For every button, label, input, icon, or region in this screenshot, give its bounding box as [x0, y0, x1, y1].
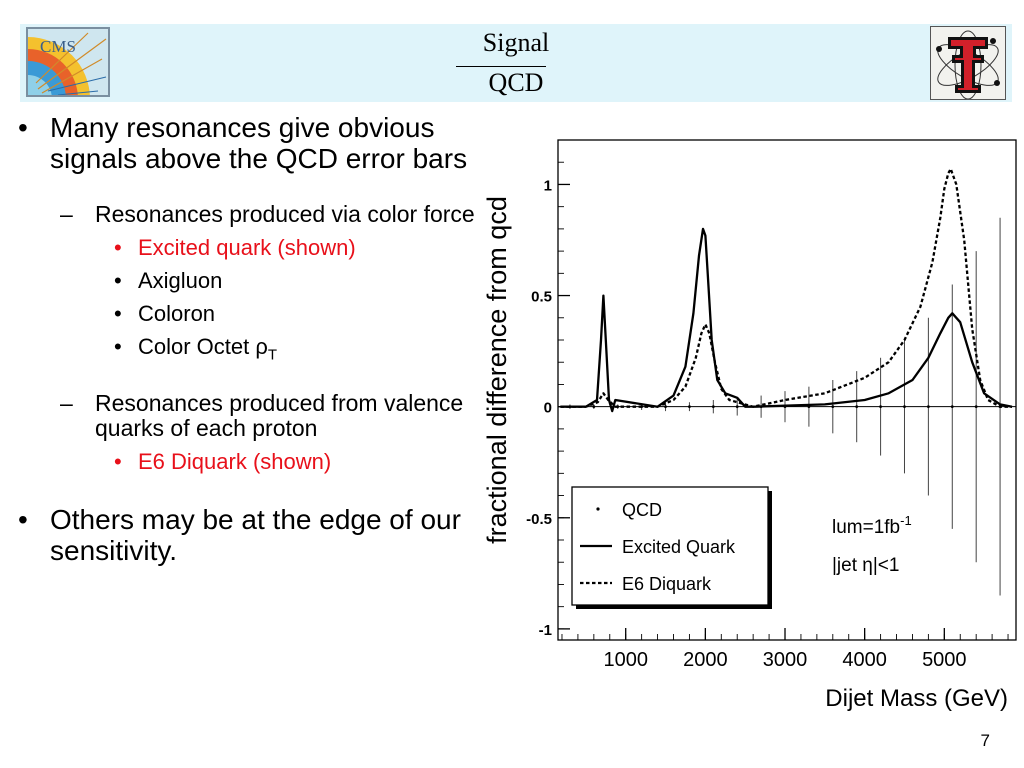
y-tick-label: -1 — [539, 622, 552, 639]
sub-sub-bullet-item: • Axigluon — [18, 264, 478, 297]
legend-label: E6 Diquark — [622, 574, 712, 594]
slide-title-denominator: QCD — [488, 68, 544, 97]
sub-bullet-text: Resonances produced from valence quarks … — [95, 390, 464, 442]
item-text: Excited quark (shown) — [138, 235, 356, 260]
x-tick-label: 5000 — [922, 649, 967, 671]
excited-quark-curve — [560, 227, 1013, 413]
plot-frame — [557, 139, 1017, 641]
dash-marker: – — [60, 201, 73, 227]
item-text: Axigluon — [138, 268, 223, 293]
y-tick-label: 0 — [544, 400, 552, 417]
x-tick-label: 3000 — [763, 649, 808, 671]
legend-qcd-marker — [596, 507, 600, 511]
fraction-bar — [456, 66, 546, 67]
x-tick-label: 4000 — [842, 649, 887, 671]
sub-sub-bullet-item: • Coloron — [18, 297, 478, 330]
eta-cut-annotation: |jet η|<1 — [832, 555, 899, 576]
item-subscript: T — [267, 346, 278, 364]
legend-label: Excited Quark — [622, 537, 736, 557]
bullet-dot: • — [114, 449, 122, 475]
x-tick-label: 2000 — [683, 649, 728, 671]
item-text: E6 Diquark (shown) — [138, 449, 332, 475]
x-axis-label: Dijet Mass (GeV) — [825, 685, 1008, 712]
luminosity-superscript: -1 — [900, 513, 912, 528]
y-tick-label: 1 — [544, 177, 552, 194]
luminosity-annotation: lum=1fb-1 — [832, 513, 912, 538]
fractional-difference-chart: -1 -0.5 0 0.5 1 1000 2000 3000 4000 5000 Dijet Mas… — [476, 112, 1024, 712]
y-tick-label: 0.5 — [531, 289, 552, 306]
sub-bullet-item: – Resonances produced from valence quark… — [18, 391, 478, 441]
bullet-dot: • — [18, 112, 28, 143]
sub-sub-bullet-item: • Excited quark (shown) — [18, 231, 478, 264]
bullet-dot: • — [114, 334, 122, 359]
dash-marker: – — [60, 390, 73, 417]
bullet-item: • Many resonances give obvious signals a… — [18, 112, 478, 174]
x-tick-label: 1000 — [603, 649, 648, 671]
bullet-dot: • — [114, 268, 122, 293]
cms-logo-icon: CMS — [26, 27, 110, 97]
bullet-text: Others may be at the edge of our sensiti… — [50, 504, 461, 567]
page-number: 7 — [980, 731, 990, 750]
cms-logo-text: CMS — [40, 37, 76, 56]
slide-title-numerator: Signal — [482, 28, 550, 57]
chart-svg: -1 -0.5 0 0.5 1 1000 2000 3000 4000 5000 Dijet Mas… — [482, 139, 1017, 712]
sub-sub-bullet-item: • Color Octet ρT — [18, 330, 478, 371]
slide-header: CMS Signal QCD — [20, 24, 1012, 102]
bullet-dot: • — [18, 504, 28, 536]
bullet-item: • Others may be at the edge of our sensi… — [18, 504, 478, 566]
y-tick-label: -0.5 — [526, 511, 552, 528]
item-text: Coloron — [138, 301, 216, 326]
texas-tech-logo-icon — [930, 26, 1006, 100]
bullet-dot: • — [114, 301, 122, 326]
item-text: Color Octet ρ — [138, 334, 268, 359]
e6-diquark-curve — [560, 167, 1012, 408]
sub-bullet-item: – Resonances produced via color force — [18, 202, 478, 227]
sub-sub-bullet-item: • E6 Diquark (shown) — [18, 445, 478, 478]
bullet-list: • Many resonances give obvious signals a… — [18, 112, 478, 566]
legend-label: QCD — [622, 500, 662, 520]
bullet-dot: • — [114, 235, 122, 260]
y-axis-label: fractional difference from qcd — [482, 196, 512, 544]
sub-bullet-text: Resonances produced via color force — [95, 201, 475, 227]
bullet-text: Many resonances give obvious signals abo… — [50, 112, 468, 174]
